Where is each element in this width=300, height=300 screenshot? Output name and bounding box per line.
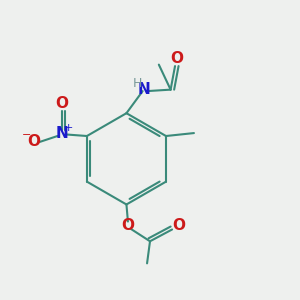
Text: −: −	[22, 130, 32, 140]
Text: O: O	[170, 51, 183, 66]
Text: +: +	[64, 123, 73, 133]
Text: N: N	[56, 126, 68, 141]
Text: O: O	[56, 96, 68, 111]
Text: O: O	[27, 134, 40, 149]
Text: N: N	[138, 82, 151, 97]
Text: O: O	[122, 218, 134, 232]
Text: H: H	[133, 77, 142, 90]
Text: O: O	[172, 218, 185, 232]
